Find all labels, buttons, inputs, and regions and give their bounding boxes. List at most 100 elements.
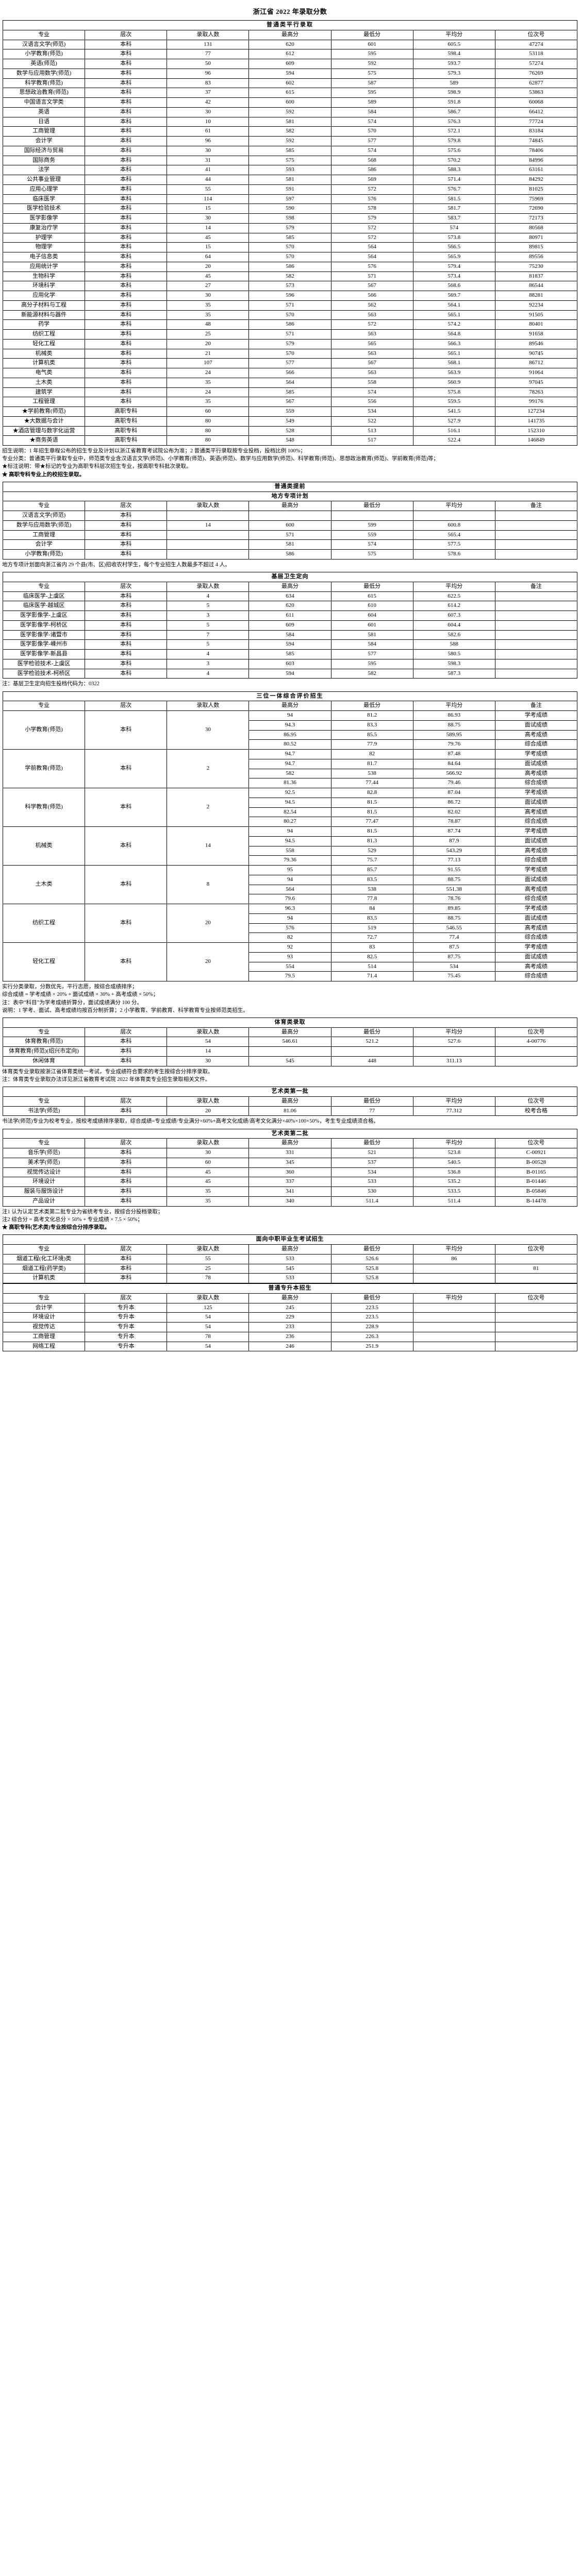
cell-value: 574.2: [412, 319, 495, 330]
table-row: 环境设计 本科 45 337 533 535.2 B-01446: [2, 1177, 578, 1188]
cell-value: 96.3: [248, 904, 332, 914]
cell-value: 54: [167, 1037, 250, 1047]
cell-value: 综合成绩: [494, 894, 578, 905]
cell-value: 517: [330, 435, 413, 446]
cell-value: 91064: [494, 368, 578, 378]
cell-major: 轻化工程: [2, 942, 86, 982]
cell-value: 511.4: [330, 1196, 413, 1207]
cell-value: 546.55: [412, 923, 495, 934]
cell-value: 91505: [494, 310, 578, 320]
cell-value: 90745: [494, 348, 578, 359]
cell-value: 595: [330, 658, 413, 669]
col-average: 平均分: [412, 701, 495, 711]
cell-value: 593: [248, 165, 332, 175]
table-putong-pingxing: 普通类平行录取 专业 层次 录取人数 最高分 最低分 平均分 位次号 汉语言文学…: [2, 20, 578, 446]
table-row: 纺织工程 本科 20 96.3 84 89.85 学考成绩: [2, 904, 578, 943]
cell-major: 法学: [2, 165, 86, 175]
cell-value: 530: [330, 1187, 413, 1197]
note-jiceng: 注：基层卫生定向招生投档代码为：0322: [2, 681, 100, 687]
cell-major: 纺织工程: [2, 904, 86, 943]
cell-value: B-00528: [494, 1157, 578, 1168]
cell-count: 20: [167, 904, 250, 943]
table-row: 新能源材料与器件 本科 35 570 563 565.1 91505: [2, 310, 578, 320]
table-header-row: 专业 层次 录取人数 最高分 最低分 平均分 备注: [2, 581, 578, 592]
note-line: 综合成绩 = 学考成绩 × 20% + 面试成绩 × 30% + 高考成绩 × …: [2, 992, 159, 998]
cell-value: 107: [167, 358, 250, 368]
cell-value: 86544: [494, 281, 578, 291]
cell-value: 527.9: [412, 416, 495, 427]
cell-value: 513: [330, 426, 413, 436]
cell-value: 86: [412, 1253, 495, 1264]
cell-value: 311.13: [412, 1056, 495, 1066]
cell-value: 611: [248, 611, 332, 621]
cell-value: 83: [167, 78, 250, 89]
col-level: 层次: [85, 501, 168, 512]
cell-major: 医学检验技术: [2, 204, 86, 214]
col-level: 层次: [85, 1027, 168, 1038]
cell-value: 94.7: [248, 749, 332, 759]
table-header-row: 专业 层次 录取人数 最高分 最低分 平均分 备注: [2, 501, 578, 512]
table-body-difang: 汉语言文学(师范) 本科 数学与应用数学(师范) 本科 14 600 599 600.8 工商管…: [2, 511, 578, 560]
table-body-jiceng: 临床医学-上虞区 本科 4 634 615 622.5 临床医学-越城区 本科 5 620 610 6…: [2, 591, 578, 679]
cell-level: 本科: [85, 865, 168, 905]
cell-value: [494, 1046, 578, 1057]
cell-value: 35: [167, 1187, 250, 1197]
cell-value: 27: [167, 281, 250, 291]
cell-value: 综合成绩: [494, 855, 578, 866]
cell-value: 563: [330, 348, 413, 359]
cell-value: 60: [167, 406, 250, 417]
cell-value: 20: [167, 261, 250, 272]
cell-major: ★商务英语: [2, 435, 86, 446]
cell-value: 本科: [85, 368, 168, 378]
cell-value: [494, 530, 578, 540]
cell-value: 80.27: [248, 817, 332, 827]
cell-count: 20: [167, 942, 250, 982]
cell-value: 560.9: [412, 377, 495, 388]
cell-value: 579.3: [412, 68, 495, 79]
cell-major: 环境设计: [2, 1312, 86, 1323]
cell-value: 152310: [494, 426, 578, 436]
cell-major: 医学影像学-嵊州市: [2, 639, 86, 650]
cell-value: 88.75: [412, 720, 495, 731]
cell-value: 519: [330, 923, 413, 934]
cell-value: 535.2: [412, 1177, 495, 1188]
col-count: 录取人数: [167, 501, 250, 512]
cell-value: 本科: [85, 1046, 168, 1057]
table-row: 汉语言文学(师范) 本科: [2, 511, 578, 521]
table-row: 机械类 本科 14 94 81.5 87.74 学考成绩: [2, 826, 578, 866]
cell-value: 41: [167, 165, 250, 175]
table-row: 英语 本科 30 592 584 586.7 66412: [2, 107, 578, 117]
cell-value: 586: [248, 261, 332, 272]
cell-value: 589.95: [412, 730, 495, 740]
cell-major: 康复治疗学: [2, 223, 86, 233]
note-line: ★标注说明：带★标记的专业为高职专科层次招生专业，按高职专科批次录取。: [2, 464, 192, 470]
table-row: 土木类 本科 8 95 85.7 91.55 学考成绩: [2, 865, 578, 905]
cell-major: 医学检验技术-上虞区: [2, 658, 86, 669]
cell-value: 570: [248, 252, 332, 262]
cell-major: 汉语言文学(师范): [2, 39, 86, 50]
cell-value: 80: [167, 435, 250, 446]
cell-value: [330, 511, 413, 521]
cell-value: 529: [330, 845, 413, 856]
cell-major: 美术学(师范): [2, 1157, 86, 1168]
cell-value: 587.3: [412, 668, 495, 679]
cell-value: 229: [248, 1312, 332, 1323]
cell-value: 523.8: [412, 1148, 495, 1158]
cell-value: 526.6: [330, 1253, 413, 1264]
cell-value: 本科: [85, 155, 168, 166]
col-count: 录取人数: [167, 1244, 250, 1255]
note-line: ★ 高职专科(艺术类)专业按综合分排序录取。: [2, 1225, 110, 1231]
cell-value: 609: [248, 620, 332, 631]
cell-value: 本科: [85, 630, 168, 640]
table-row: 高分子材料与工程 本科 35 571 562 564.1 92234: [2, 300, 578, 311]
cell-value: 75230: [494, 261, 578, 272]
cell-value: 本科: [85, 1106, 168, 1116]
cell-value: 77.44: [330, 778, 413, 789]
cell-value: 30: [167, 1056, 250, 1066]
table-row: 小学教育(师范) 本科 77 612 595 598.4 53118: [2, 49, 578, 59]
cell-value: 569: [330, 175, 413, 185]
table-row: 英语(师范) 本科 50 609 592 593.7 57274: [2, 59, 578, 69]
table-row: 体育教育(师范)(绍兴市定向) 本科 14: [2, 1046, 578, 1057]
section-title-mianxiang: 面向中职毕业生考试招生: [3, 1234, 577, 1245]
cell-value: 学考成绩: [494, 904, 578, 914]
